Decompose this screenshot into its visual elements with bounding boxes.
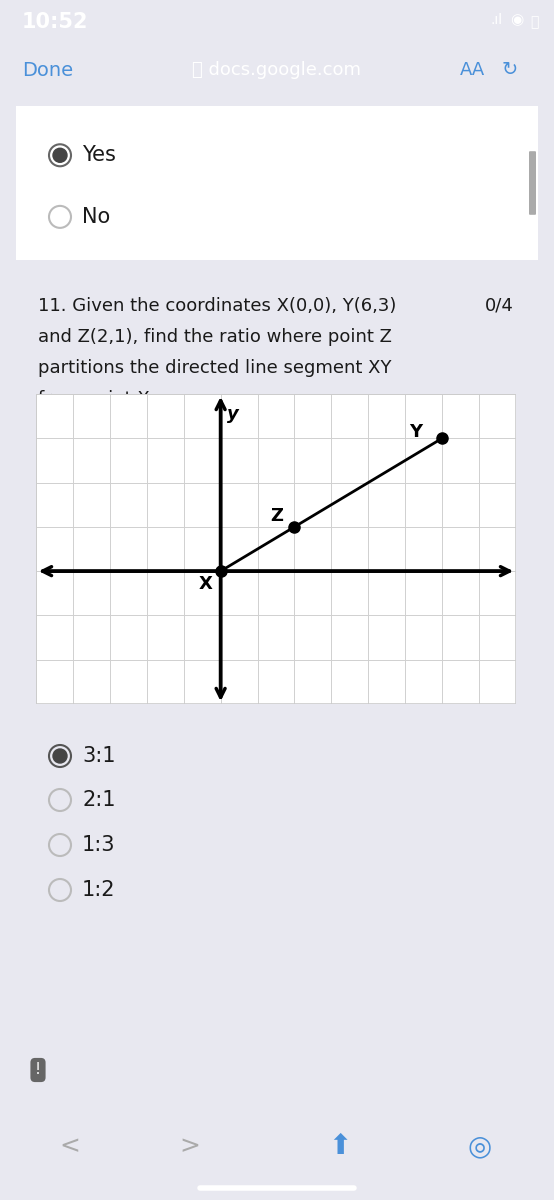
Text: ⬆: ⬆ [329, 1132, 352, 1160]
Text: Yes: Yes [82, 145, 116, 166]
Text: 11. Given the coordinates X(0,0), Y(6,3): 11. Given the coordinates X(0,0), Y(6,3) [38, 296, 396, 314]
Text: 0/4: 0/4 [485, 296, 514, 314]
Text: ↻: ↻ [502, 60, 519, 79]
Text: 🔒 docs.google.com: 🔒 docs.google.com [192, 61, 362, 79]
Text: from point X.: from point X. [38, 390, 156, 408]
Text: AA: AA [460, 61, 485, 79]
Text: ⬜: ⬜ [530, 14, 538, 29]
Text: !: ! [35, 1062, 41, 1078]
Text: No: No [82, 206, 110, 227]
Text: >: > [179, 1134, 201, 1158]
Text: ◉: ◉ [510, 12, 523, 28]
Text: <: < [60, 1134, 80, 1158]
Text: ◎: ◎ [468, 1132, 492, 1160]
Text: Z: Z [270, 506, 283, 524]
Circle shape [53, 749, 67, 763]
Text: 2:1: 2:1 [82, 790, 115, 810]
Text: X: X [198, 576, 212, 594]
Text: and Z(2,1), find the ratio where point Z: and Z(2,1), find the ratio where point Z [38, 328, 392, 346]
Text: 3:1: 3:1 [82, 746, 115, 766]
Circle shape [53, 149, 67, 162]
Text: Done: Done [22, 60, 73, 79]
Text: y: y [227, 406, 239, 424]
Text: 1:2: 1:2 [82, 880, 115, 900]
Text: 10:52: 10:52 [22, 12, 89, 32]
Text: .ıl: .ıl [490, 13, 502, 26]
Text: partitions the directed line segment XY: partitions the directed line segment XY [38, 359, 392, 377]
Text: 1:3: 1:3 [82, 835, 115, 854]
FancyBboxPatch shape [529, 151, 536, 215]
FancyBboxPatch shape [9, 98, 545, 266]
Text: Y: Y [409, 422, 422, 440]
